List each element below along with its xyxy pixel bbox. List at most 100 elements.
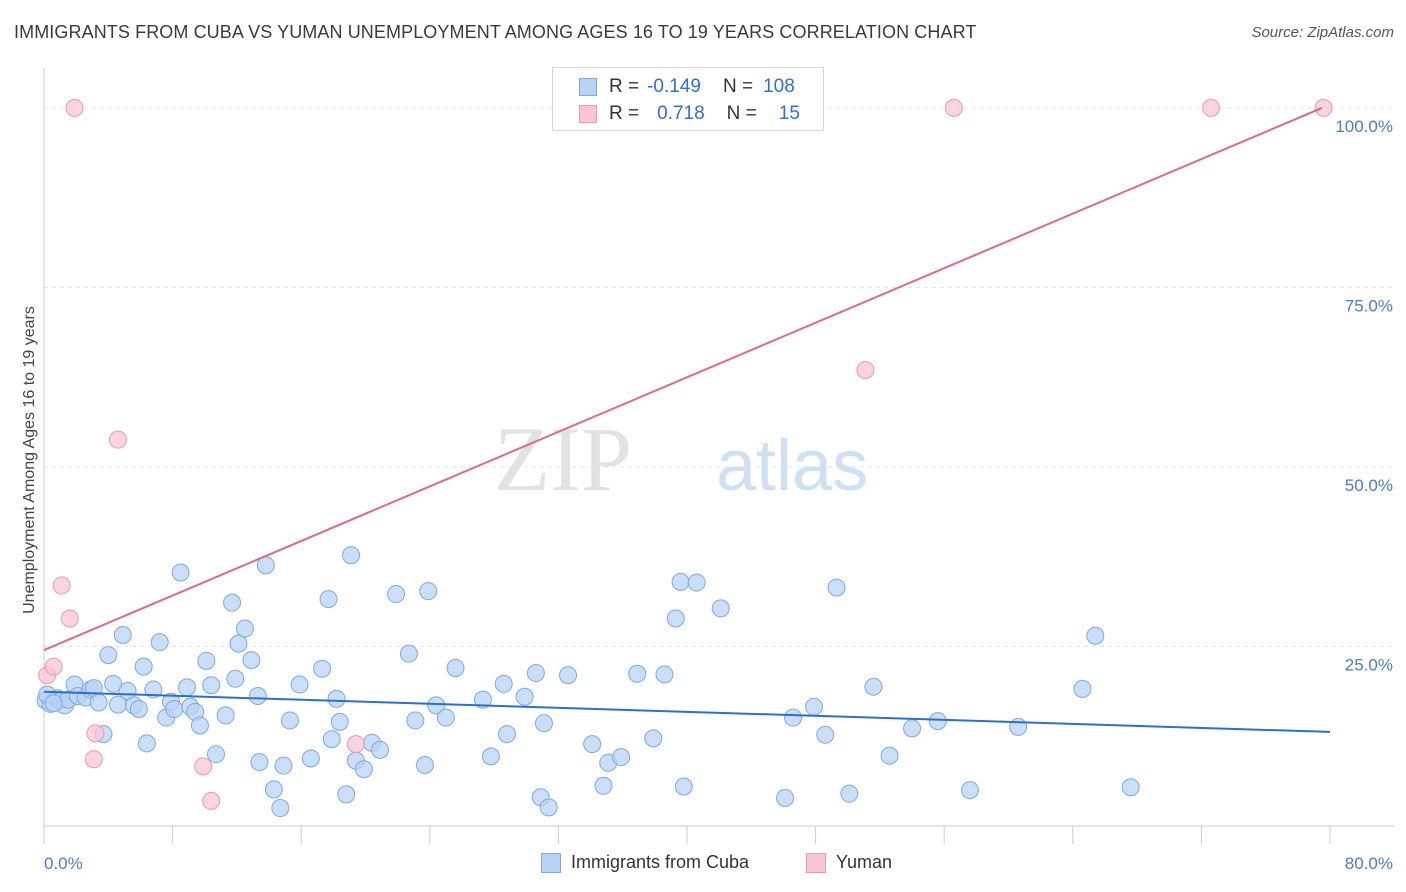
point-yuman (52, 576, 71, 595)
r-value-cuba: -0.149 (647, 76, 701, 97)
r-label: R = (609, 76, 640, 97)
legend-label-yuman: Yuman (836, 852, 893, 872)
point-cuba (264, 780, 283, 799)
point-cuba (229, 634, 248, 653)
point-cuba (928, 712, 947, 731)
n-label: N = (722, 76, 754, 97)
point-cuba (526, 664, 545, 683)
n-value-cuba: 108 (763, 76, 795, 97)
point-cuba (337, 785, 356, 804)
point-cuba (235, 619, 254, 638)
trend-line-yuman (43, 106, 1323, 651)
trend-lines (43, 106, 1331, 733)
point-cuba (216, 706, 235, 725)
point-yuman (346, 735, 365, 754)
point-cuba (539, 798, 558, 817)
watermark-atlas: atlas (716, 426, 868, 506)
stats-row-yuman: R = 0.718 N = 15 (579, 101, 800, 127)
point-cuba (446, 659, 465, 678)
point-cuba (711, 599, 730, 618)
point-cuba (197, 651, 216, 670)
point-cuba (104, 674, 123, 693)
point-cuba (171, 563, 190, 582)
point-cuba (190, 716, 209, 735)
point-cuba (387, 585, 406, 604)
point-cuba (165, 699, 184, 718)
point-cuba (327, 689, 346, 708)
point-cuba (612, 748, 631, 767)
point-cuba (134, 657, 153, 676)
point-yuman (84, 750, 103, 769)
legend-label-cuba: Immigrants from Cuba (571, 852, 750, 872)
point-cuba (804, 697, 823, 716)
point-cuba (880, 746, 899, 765)
point-cuba (207, 745, 226, 764)
point-cuba (202, 676, 221, 695)
point-cuba (137, 734, 156, 753)
point-cuba (481, 747, 500, 766)
trend-line-cuba (43, 690, 1331, 733)
point-cuba (280, 711, 299, 730)
point-yuman (60, 609, 79, 628)
watermark: ZIP atlas (494, 408, 868, 510)
point-cuba (816, 725, 835, 744)
point-cuba (301, 749, 320, 768)
point-cuba (840, 784, 859, 803)
point-cuba (628, 664, 647, 683)
point-cuba (436, 708, 455, 727)
point-cuba (674, 777, 693, 796)
point-yuman (65, 98, 84, 117)
n-value-yuman: 15 (778, 103, 800, 124)
point-yuman (108, 430, 127, 449)
point-cuba (671, 572, 690, 591)
swatch-cuba (579, 78, 597, 96)
point-cuba (515, 687, 534, 706)
point-cuba (271, 799, 290, 818)
point-cuba (342, 546, 361, 565)
point-cuba (864, 677, 883, 696)
point-cuba (666, 609, 685, 628)
point-cuba (330, 712, 349, 731)
r-label: R = (609, 103, 640, 124)
point-cuba (903, 719, 922, 738)
point-cuba (1073, 679, 1092, 698)
point-cuba (113, 625, 132, 644)
point-cuba (415, 755, 434, 774)
point-cuba (226, 669, 245, 688)
r-value-yuman: 0.718 (657, 103, 705, 124)
tick-labels: 25.0% 50.0% 75.0% 100.0% 0.0% 80.0% (44, 117, 1393, 873)
point-cuba (559, 666, 578, 685)
point-cuba (594, 776, 613, 795)
point-cuba (290, 675, 309, 694)
point-yuman (202, 791, 221, 810)
point-cuba (223, 593, 242, 612)
legend-item-yuman[interactable]: Yuman (806, 852, 892, 873)
y-tick-label: 100.0% (1335, 117, 1393, 136)
legend-swatch-cuba (541, 852, 561, 873)
point-cuba (406, 711, 425, 730)
point-cuba (274, 756, 293, 775)
point-cuba (644, 729, 663, 748)
point-cuba (370, 740, 389, 759)
chart-title: IMMIGRANTS FROM CUBA VS YUMAN UNEMPLOYME… (14, 22, 977, 42)
point-cuba (242, 651, 261, 670)
stats-legend: R = -0.149 N = 108 R = 0.718 N = 15 (552, 67, 824, 131)
point-cuba (1009, 717, 1028, 736)
point-cuba (687, 573, 706, 592)
point-cuba (250, 753, 269, 772)
point-yuman (856, 361, 875, 380)
point-yuman (1314, 98, 1333, 117)
y-tick-label: 25.0% (1345, 655, 1393, 674)
series-yuman (38, 98, 1333, 810)
y-tick-label: 50.0% (1345, 476, 1393, 495)
point-cuba (655, 665, 674, 684)
point-cuba (494, 674, 513, 693)
legend-item-cuba[interactable]: Immigrants from Cuba (541, 852, 749, 873)
series-immigrants-from-cuba (36, 546, 1140, 818)
source-credit: Source: ZipAtlas.com (1251, 24, 1394, 41)
point-cuba (776, 788, 795, 807)
point-yuman (944, 98, 963, 117)
point-cuba (419, 582, 438, 601)
point-cuba (313, 659, 332, 678)
